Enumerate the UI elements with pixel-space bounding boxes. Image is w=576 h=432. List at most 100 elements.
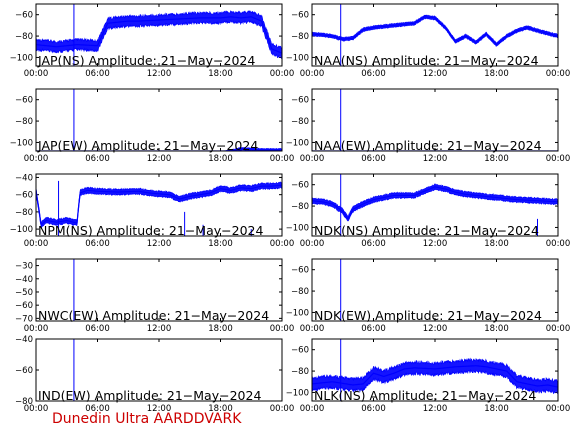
x-tick-label: 18:00 bbox=[208, 239, 233, 249]
x-tick-label: 18:00 bbox=[484, 154, 509, 164]
y-tick-label: −60 bbox=[15, 301, 33, 311]
plot-frame bbox=[311, 173, 559, 237]
y-tick-label: −100 bbox=[286, 138, 309, 148]
x-tick-label: 12:00 bbox=[147, 154, 172, 164]
plot-frame bbox=[35, 338, 283, 402]
x-tick-label: 18:00 bbox=[484, 404, 509, 414]
x-tick-label: 06:00 bbox=[361, 239, 386, 249]
y-tick-label: −100 bbox=[286, 223, 309, 233]
x-tick-label: 00:00 bbox=[24, 239, 49, 249]
x-tick-label: 00:00 bbox=[546, 239, 571, 249]
x-tick-label: 00:00 bbox=[24, 324, 49, 334]
x-tick-label: 06:00 bbox=[85, 154, 110, 164]
x-tick-label: 00:00 bbox=[300, 324, 325, 334]
x-tick-label: 12:00 bbox=[147, 239, 172, 249]
y-tick-label: −60 bbox=[291, 11, 309, 21]
x-tick-label: 06:00 bbox=[85, 404, 110, 414]
x-tick-label: 00:00 bbox=[270, 404, 295, 414]
panel-title: IND(EW) Amplitude: 21−May−2024 bbox=[38, 388, 261, 403]
x-tick-label: 18:00 bbox=[208, 404, 233, 414]
x-tick-label: 12:00 bbox=[147, 69, 172, 79]
series-line bbox=[312, 16, 558, 46]
x-tick-label: 12:00 bbox=[147, 404, 172, 414]
chart-panel: 00:00 06:00 12:00 18:00 00:00 −100 −80 −60 NLK(N… bbox=[286, 338, 570, 414]
x-tick-label: 12:00 bbox=[147, 324, 172, 334]
x-tick-label: 00:00 bbox=[546, 324, 571, 334]
y-tick-label: −100 bbox=[286, 388, 309, 398]
panel-title: NAA(EW) Amplitude: 21−May−2024 bbox=[314, 138, 542, 153]
x-tick-label: 12:00 bbox=[423, 69, 448, 79]
x-tick-label: 18:00 bbox=[484, 239, 509, 249]
x-tick-label: 12:00 bbox=[423, 324, 448, 334]
plot-area bbox=[312, 339, 558, 401]
y-tick-label: −100 bbox=[286, 53, 309, 63]
series-band bbox=[312, 14, 558, 47]
y-tick-label: −30 bbox=[15, 262, 33, 272]
x-tick-label: 00:00 bbox=[270, 239, 295, 249]
footer-label: Dunedin Ultra AARDDVARK bbox=[52, 411, 242, 427]
x-tick-label: 00:00 bbox=[24, 154, 49, 164]
panel-title: NLK(NS) Amplitude: 21−May−2024 bbox=[314, 388, 536, 403]
plot-frame bbox=[35, 258, 283, 322]
x-tick-label: 00:00 bbox=[546, 69, 571, 79]
x-tick-label: 00:00 bbox=[270, 154, 295, 164]
y-tick-label: −80 bbox=[291, 117, 309, 127]
x-tick-label: 06:00 bbox=[85, 239, 110, 249]
x-tick-label: 00:00 bbox=[270, 69, 295, 79]
y-tick-label: −60 bbox=[291, 181, 309, 191]
panel-title: NWC(EW) Amplitude: 21−May−2024 bbox=[38, 308, 269, 323]
chart-panel: 00:00 06:00 12:00 18:00 00:00 −100 −80 −60 NDK(E… bbox=[286, 258, 571, 334]
y-tick-label: −80 bbox=[15, 117, 33, 127]
x-tick-label: 00:00 bbox=[24, 404, 49, 414]
y-tick-label: −80 bbox=[15, 208, 33, 218]
y-tick-label: −60 bbox=[291, 266, 309, 276]
plot-area bbox=[36, 4, 282, 66]
y-tick-label: −100 bbox=[286, 308, 309, 318]
plot-frame bbox=[311, 258, 559, 322]
y-tick-label: −100 bbox=[10, 53, 33, 63]
x-tick-label: 00:00 bbox=[24, 69, 49, 79]
x-tick-label: 18:00 bbox=[208, 154, 233, 164]
y-tick-label: −70 bbox=[15, 314, 33, 324]
x-tick-label: 12:00 bbox=[423, 154, 448, 164]
plot-frame bbox=[311, 3, 559, 67]
chart-panel: 00:00 06:00 12:00 18:00 00:00 −100 −80 −60 −40 NP… bbox=[10, 173, 295, 249]
plot-frame bbox=[35, 173, 283, 237]
panel-title: JAP(EW) Amplitude: 21−May−2024 bbox=[37, 138, 258, 153]
y-tick-label: −80 bbox=[291, 32, 309, 42]
panel-title: NAA(NS) Amplitude: 21−May−2024 bbox=[314, 53, 539, 68]
x-tick-label: 12:00 bbox=[423, 404, 448, 414]
panel-title: NDK(EW) Amplitude: 21−May−2024 bbox=[314, 308, 542, 323]
y-tick-label: −50 bbox=[15, 288, 33, 298]
x-tick-label: 06:00 bbox=[361, 324, 386, 334]
x-tick-label: 18:00 bbox=[484, 324, 509, 334]
y-tick-label: −60 bbox=[15, 11, 33, 21]
panel-grid: 00:00 06:00 12:00 18:00 00:00 −100 −80 −60 JAP(N… bbox=[10, 3, 571, 414]
series-band bbox=[312, 357, 558, 395]
series-band bbox=[36, 181, 282, 229]
x-tick-label: 00:00 bbox=[270, 324, 295, 334]
y-tick-label: −60 bbox=[15, 191, 33, 201]
x-tick-label: 06:00 bbox=[361, 404, 386, 414]
x-tick-label: 06:00 bbox=[361, 69, 386, 79]
chart-panel: 00:00 06:00 12:00 18:00 00:00−70−60−50−40−30… bbox=[15, 258, 295, 334]
x-tick-label: 06:00 bbox=[85, 69, 110, 79]
plot-frame bbox=[35, 3, 283, 67]
series-line bbox=[312, 186, 558, 220]
x-tick-label: 00:00 bbox=[300, 154, 325, 164]
plot-area bbox=[312, 174, 558, 236]
chart-panel: 00:00 06:00 12:00 18:00 00:00 −100 −80 −60 NAA(E… bbox=[286, 88, 570, 164]
x-tick-label: 00:00 bbox=[300, 69, 325, 79]
chart-panel: 00:00 06:00 12:00 18:00 00:00 −100 −80 −60 NDK(N… bbox=[286, 173, 571, 249]
series-band bbox=[36, 10, 282, 60]
y-tick-label: −80 bbox=[291, 287, 309, 297]
y-tick-label: −60 bbox=[291, 346, 309, 356]
plot-frame bbox=[35, 88, 283, 152]
plot-area bbox=[312, 89, 558, 151]
x-tick-label: 00:00 bbox=[300, 404, 325, 414]
chart-panel: 00:00 06:00 12:00 18:00 00:00 −100 −80 −60 JAP(N… bbox=[10, 3, 295, 79]
y-tick-label: −80 bbox=[291, 367, 309, 377]
x-tick-label: 12:00 bbox=[423, 239, 448, 249]
y-tick-label: −40 bbox=[15, 173, 33, 183]
